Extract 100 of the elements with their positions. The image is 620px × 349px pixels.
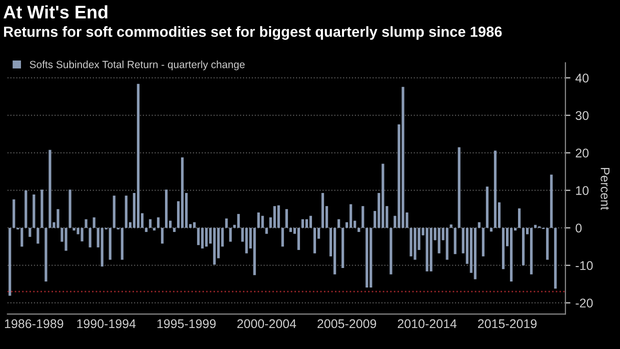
bar — [72, 228, 76, 230]
bar — [12, 199, 16, 228]
bar — [229, 228, 232, 242]
bar — [490, 228, 493, 232]
bar — [366, 228, 368, 288]
bar — [24, 190, 28, 228]
bar — [40, 190, 44, 228]
bar — [358, 228, 360, 232]
bar — [342, 228, 344, 268]
bar — [297, 228, 300, 250]
bar — [530, 228, 533, 274]
bar — [277, 205, 280, 228]
bar — [36, 228, 40, 244]
bar — [410, 228, 412, 256]
bar — [32, 194, 36, 228]
y-tick-label: 0 — [576, 224, 582, 232]
y-axis-title: Percent — [600, 168, 610, 210]
bar — [426, 228, 428, 272]
bar — [152, 228, 156, 230]
bar — [337, 219, 340, 228]
bar — [261, 216, 264, 228]
y-tick-label: 10 — [576, 186, 589, 195]
bar — [164, 190, 168, 228]
bar — [550, 174, 553, 228]
bar — [205, 228, 208, 247]
bar — [28, 228, 32, 237]
bar — [309, 216, 312, 228]
bar — [144, 228, 148, 232]
bar — [237, 214, 240, 228]
bar — [108, 228, 112, 260]
y-tick-label: 40 — [575, 74, 589, 82]
bar — [438, 228, 440, 254]
bar — [8, 228, 12, 296]
bar — [213, 228, 216, 265]
bar — [510, 228, 513, 282]
bar — [48, 150, 52, 228]
bar — [64, 228, 68, 251]
bar — [414, 228, 416, 260]
chart-subtitle: Returns for soft commodities set for biggest quarterly slump since 1986 — [4, 26, 502, 40]
bar — [430, 228, 432, 272]
bar — [124, 196, 128, 228]
bar — [265, 228, 268, 234]
bar — [502, 228, 505, 270]
bar — [257, 212, 260, 228]
y-tick-label: -10 — [576, 261, 593, 270]
y-tick-label: 30 — [576, 111, 589, 120]
bar — [333, 228, 336, 274]
bar — [173, 228, 176, 232]
bar — [112, 196, 116, 228]
bar — [321, 192, 324, 228]
y-tick-label: 20 — [576, 148, 589, 158]
bar — [181, 157, 184, 228]
bar — [446, 228, 448, 260]
bar — [193, 222, 196, 228]
x-tick-label: 2000-2004 — [237, 319, 296, 328]
bar — [56, 209, 60, 228]
y-tick-label: -20 — [576, 298, 593, 308]
bar — [350, 204, 352, 228]
bar — [289, 228, 292, 232]
bar — [92, 217, 96, 228]
bar — [474, 228, 476, 280]
bar — [494, 150, 497, 228]
bar — [478, 222, 480, 228]
x-tick-label: 2005-2009 — [318, 319, 376, 328]
legend-label: Softs Subindex Total Return - quarterly change — [30, 60, 245, 70]
bar — [156, 217, 160, 228]
x-tick-label: 1995-1999 — [157, 319, 216, 328]
bar — [273, 206, 276, 228]
bar — [402, 86, 404, 228]
bar — [313, 228, 316, 254]
bar — [458, 147, 460, 228]
bar — [136, 84, 140, 228]
bar — [120, 228, 124, 260]
bar — [534, 224, 537, 228]
bar — [253, 228, 256, 276]
bar — [281, 228, 284, 247]
chart-title: At Wit's End — [4, 5, 108, 18]
bar — [370, 228, 372, 288]
bar — [160, 228, 164, 244]
bar — [454, 228, 456, 254]
bar — [362, 206, 364, 228]
x-tick-label: 1990-1994 — [77, 319, 136, 328]
bar — [80, 228, 84, 242]
x-tick-label: 1986-1989 — [4, 319, 64, 328]
x-tick-label: 2015-2019 — [478, 319, 537, 328]
bar — [482, 228, 485, 256]
bar — [201, 228, 204, 248]
bar — [84, 219, 88, 228]
bar — [44, 228, 48, 282]
bar — [382, 164, 384, 228]
bar — [197, 228, 200, 246]
bar — [88, 228, 92, 248]
bar — [486, 186, 489, 228]
bar — [20, 228, 24, 247]
bar — [554, 228, 557, 289]
bar — [245, 228, 248, 254]
bar — [100, 228, 104, 266]
bar — [390, 228, 392, 274]
bar — [285, 209, 288, 228]
bar — [546, 228, 549, 260]
